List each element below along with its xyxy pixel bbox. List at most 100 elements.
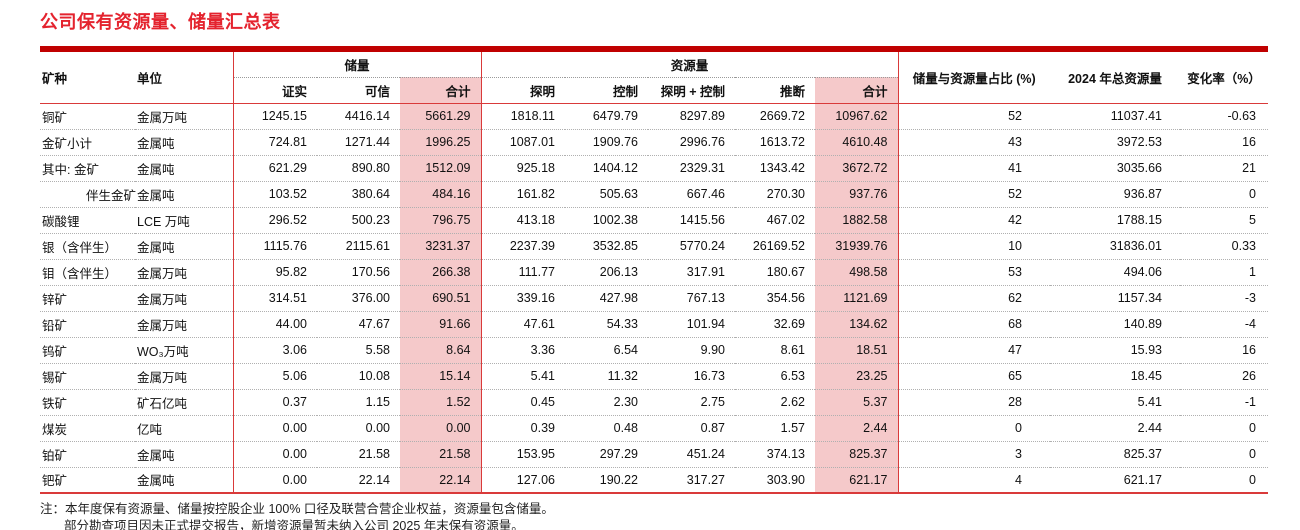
cell-measured-indicated: 16.73	[648, 363, 735, 390]
table-row: 煤炭 亿吨 0.00 0.00 0.00 0.39 0.48 0.87 1.57 2.44 0 2.4…	[40, 415, 1268, 442]
cell-probable: 22.14	[317, 467, 400, 494]
cell-inferred: 2669.72	[735, 103, 815, 130]
cell-measured-indicated: 8297.89	[648, 103, 735, 130]
cell-indicated: 11.32	[565, 363, 648, 390]
cell-inferred: 303.90	[735, 467, 815, 494]
table-row: 铁矿 矿石亿吨 0.37 1.15 1.52 0.45 2.30 2.75 2.62 5.37 28…	[40, 389, 1268, 416]
table-row: 铂矿 金属吨 0.00 21.58 21.58 153.95 297.29 451.24 374…	[40, 441, 1268, 468]
cell-reserves-total: 1.52	[400, 389, 481, 416]
cell-inferred: 1613.72	[735, 129, 815, 156]
cell-measured-indicated: 317.91	[648, 259, 735, 286]
cell-resources-total: 937.76	[815, 181, 898, 208]
cell-reserves-total: 21.58	[400, 441, 481, 468]
cell-indicated: 1404.12	[565, 155, 648, 182]
cell-resources-total: 4610.48	[815, 129, 898, 156]
cell-change-rate: 26	[1180, 363, 1268, 390]
cell-unit: 金属万吨	[135, 103, 233, 130]
cell-proved: 1115.76	[232, 233, 317, 260]
cell-measured-indicated: 101.94	[648, 311, 735, 338]
cell-measured-indicated: 451.24	[648, 441, 735, 468]
cell-total-2024: 11037.41	[1050, 103, 1180, 130]
cell-mineral: 碳酸锂	[40, 207, 135, 234]
cell-measured: 1087.01	[480, 129, 565, 156]
cell-probable: 4416.14	[317, 103, 400, 130]
header-ratio: 储量与资源量占比 (%)	[897, 46, 1050, 104]
cell-mineral: 钼（含伴生）	[40, 259, 135, 286]
cell-inferred: 2.62	[735, 389, 815, 416]
cell-proved: 44.00	[232, 311, 317, 338]
page-title: 公司保有资源量、储量汇总表	[40, 12, 281, 32]
cell-measured-indicated: 1415.56	[648, 207, 735, 234]
cell-change-rate: 1	[1180, 259, 1268, 286]
cell-resources-total: 31939.76	[815, 233, 898, 260]
cell-resources-total: 18.51	[815, 337, 898, 364]
header-mineral: 矿种	[40, 46, 135, 104]
header-indicated: 控制	[565, 77, 648, 104]
table-row: 碳酸锂 LCE 万吨 296.52 500.23 796.75 413.18 1002.38…	[40, 207, 1268, 234]
cell-unit: 金属吨	[135, 129, 233, 156]
cell-ratio: 43	[897, 129, 1050, 156]
cell-indicated: 6.54	[565, 337, 648, 364]
cell-measured-indicated: 667.46	[648, 181, 735, 208]
cell-indicated: 54.33	[565, 311, 648, 338]
cell-mineral: 锌矿	[40, 285, 135, 312]
cell-mineral: 煤炭	[40, 415, 135, 442]
cell-inferred: 180.67	[735, 259, 815, 286]
cell-resources-total: 1121.69	[815, 285, 898, 312]
cell-ratio: 0	[897, 415, 1050, 442]
cell-inferred: 1.57	[735, 415, 815, 442]
cell-measured-indicated: 317.27	[648, 467, 735, 494]
cell-mineral: 其中: 金矿	[40, 155, 135, 182]
cell-indicated: 3532.85	[565, 233, 648, 260]
cell-change-rate: -3	[1180, 285, 1268, 312]
header-inferred: 推断	[735, 77, 815, 104]
header-probable: 可信	[317, 77, 400, 104]
cell-change-rate: 0	[1180, 415, 1268, 442]
cell-change-rate: 0	[1180, 441, 1268, 468]
cell-unit: 金属万吨	[135, 311, 233, 338]
cell-mineral: 银（含伴生）	[40, 233, 135, 260]
cell-indicated: 206.13	[565, 259, 648, 286]
cell-reserves-total: 8.64	[400, 337, 481, 364]
cell-measured-indicated: 2.75	[648, 389, 735, 416]
footnote-line-1: 注：本年度保有资源量、储量按控股企业 100% 口径及联营合营企业权益，资源量包…	[40, 502, 554, 516]
header-resources-group: 资源量	[480, 46, 898, 78]
header-group-row: 矿种 单位 储量 资源量 储量与资源量占比 (%) 2024 年总资源量 变化率…	[40, 46, 1268, 104]
cell-proved: 0.00	[232, 415, 317, 442]
cell-mineral: 铅矿	[40, 311, 135, 338]
cell-indicated: 0.48	[565, 415, 648, 442]
cell-resources-total: 3672.72	[815, 155, 898, 182]
cell-change-rate: -4	[1180, 311, 1268, 338]
header-resources-total: 合计	[815, 77, 898, 104]
cell-proved: 314.51	[232, 285, 317, 312]
cell-resources-total: 621.17	[815, 467, 898, 494]
cell-resources-total: 1882.58	[815, 207, 898, 234]
cell-resources-total: 825.37	[815, 441, 898, 468]
cell-probable: 0.00	[317, 415, 400, 442]
cell-probable: 376.00	[317, 285, 400, 312]
cell-indicated: 1002.38	[565, 207, 648, 234]
cell-total-2024: 2.44	[1050, 415, 1180, 442]
cell-mineral: 铁矿	[40, 389, 135, 416]
cell-mineral: 钯矿	[40, 467, 135, 494]
cell-unit: WO₃万吨	[135, 337, 233, 364]
header-unit: 单位	[135, 46, 233, 104]
cell-measured: 1818.11	[480, 103, 565, 130]
cell-change-rate: -1	[1180, 389, 1268, 416]
cell-unit: 金属吨	[135, 467, 233, 494]
cell-unit: 金属吨	[135, 233, 233, 260]
cell-unit: 金属万吨	[135, 259, 233, 286]
cell-inferred: 270.30	[735, 181, 815, 208]
cell-probable: 47.67	[317, 311, 400, 338]
cell-mineral: 铂矿	[40, 441, 135, 468]
cell-resources-total: 5.37	[815, 389, 898, 416]
cell-measured-indicated: 0.87	[648, 415, 735, 442]
cell-unit: 亿吨	[135, 415, 233, 442]
table-row: 锌矿 金属万吨 314.51 376.00 690.51 339.16 427.98 767.…	[40, 285, 1268, 312]
cell-total-2024: 140.89	[1050, 311, 1180, 338]
cell-ratio: 52	[897, 103, 1050, 130]
cell-total-2024: 1788.15	[1050, 207, 1180, 234]
cell-probable: 170.56	[317, 259, 400, 286]
cell-total-2024: 825.37	[1050, 441, 1180, 468]
cell-change-rate: 5	[1180, 207, 1268, 234]
